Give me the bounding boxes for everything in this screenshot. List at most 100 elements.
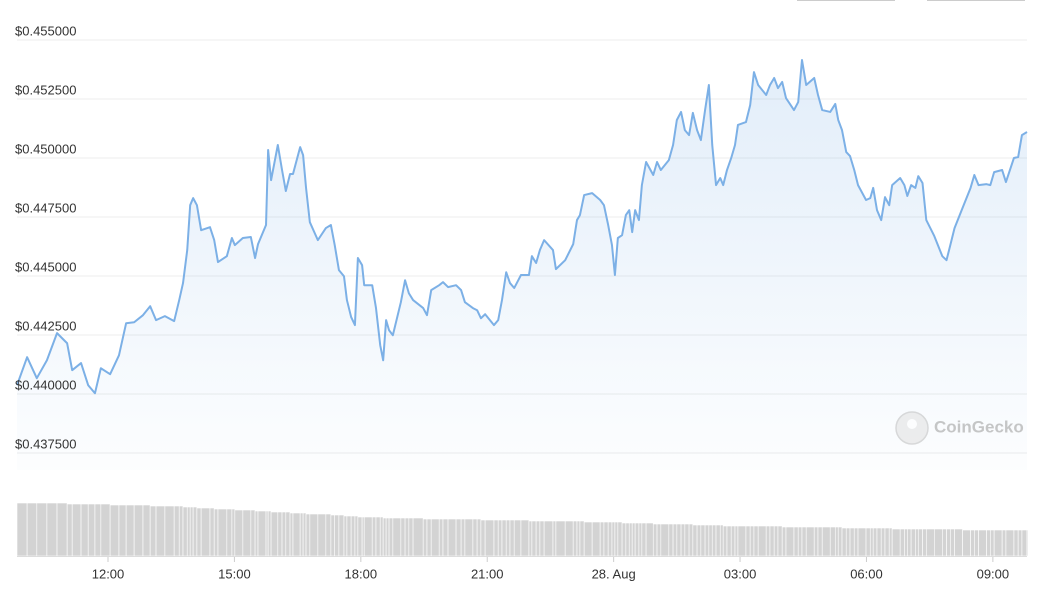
volume-bar xyxy=(1005,529,1015,557)
volume-bar xyxy=(1001,529,1007,557)
volume-bar xyxy=(884,527,890,557)
volume-bar xyxy=(412,517,424,557)
volume-bar xyxy=(917,528,923,557)
volume-bar xyxy=(907,528,912,557)
volume-bar xyxy=(978,529,987,557)
volume-bar xyxy=(660,523,670,557)
volume-bar xyxy=(668,523,674,557)
volume-bar xyxy=(853,527,859,557)
volume-bar xyxy=(213,508,219,557)
volume-bar xyxy=(265,510,269,557)
volume-bar xyxy=(753,525,759,557)
volume-bar xyxy=(773,525,779,557)
volume-bar xyxy=(934,528,943,557)
volume-bar xyxy=(696,524,702,557)
volume-bar xyxy=(834,526,839,557)
volume-bar xyxy=(915,528,919,557)
volume-bar xyxy=(254,510,259,557)
volume-bar xyxy=(234,509,244,557)
volume-bar xyxy=(1013,529,1019,557)
volume-bar xyxy=(408,517,414,557)
volume-bar xyxy=(484,519,495,557)
volume-bar xyxy=(876,527,882,557)
volume-bar xyxy=(302,512,307,557)
volume-bar xyxy=(625,522,630,557)
volume-bar xyxy=(552,520,557,557)
volume-bar xyxy=(841,527,847,557)
volume-bar xyxy=(539,520,545,557)
volume-bar xyxy=(722,525,728,557)
volume-bar xyxy=(493,519,499,557)
volume-bar xyxy=(464,518,474,557)
volume-bar xyxy=(891,528,901,557)
volume-bar xyxy=(869,527,874,557)
volume-bar xyxy=(942,528,947,557)
volume-bar xyxy=(149,505,157,557)
volume-bar xyxy=(250,509,256,557)
volume-bar xyxy=(817,526,823,557)
volume-bar xyxy=(379,516,384,557)
volume-bar xyxy=(645,522,654,557)
watermark: CoinGecko xyxy=(895,411,1024,445)
volume-bar xyxy=(455,518,462,557)
volume-bar xyxy=(757,525,767,557)
volume-bar xyxy=(614,521,619,557)
volume-bar xyxy=(621,522,627,557)
volume-bar xyxy=(634,522,640,557)
volume-bar xyxy=(607,521,613,557)
volume-bar xyxy=(231,508,236,557)
volume-bar xyxy=(904,528,908,557)
volume-bar xyxy=(118,504,127,557)
y-tick-label: $0.437500 xyxy=(15,436,76,451)
volume-bar xyxy=(777,525,783,557)
volume-bar xyxy=(270,511,279,557)
volume-bar xyxy=(476,518,482,557)
volume-bar xyxy=(865,527,871,557)
volume-bar xyxy=(277,511,283,557)
watermark-logo-eye xyxy=(907,419,917,429)
price-line xyxy=(16,59,1028,395)
volume-bar xyxy=(704,524,710,557)
volume-bar xyxy=(579,520,585,557)
volume-bar xyxy=(708,524,713,557)
volume-bar xyxy=(305,513,311,557)
axis-labels: $0.437500 $0.440000 $0.442500 $0.445000 $0.4… xyxy=(15,23,1009,581)
volume-bar xyxy=(672,523,678,557)
volume-bar xyxy=(497,519,503,557)
volume-bar xyxy=(990,529,995,557)
volume-bar xyxy=(719,524,724,557)
volume-bar xyxy=(226,508,233,557)
volume-bar xyxy=(200,507,211,557)
x-tick-label: 15:00 xyxy=(218,566,251,581)
volume-bar xyxy=(692,524,698,557)
volume-bar xyxy=(652,523,658,557)
volume-bar xyxy=(16,502,28,557)
volume-bar xyxy=(309,513,319,557)
volume-bar xyxy=(857,527,867,557)
volume-bar xyxy=(289,512,294,557)
volume-bar xyxy=(970,529,975,557)
volume-bar xyxy=(334,514,340,557)
x-tick-label: 03:00 xyxy=(724,566,757,581)
volume-bar xyxy=(946,528,951,557)
volume-bar xyxy=(993,529,1003,557)
volume-bar xyxy=(805,526,815,557)
volume-bar xyxy=(638,522,643,557)
volume-bar xyxy=(125,504,135,557)
y-tick-label: $0.450000 xyxy=(15,141,76,156)
volume-bar xyxy=(317,513,327,557)
y-tick-label: $0.447500 xyxy=(15,200,76,215)
volume-bar xyxy=(354,515,359,557)
volume-bar xyxy=(813,526,819,557)
volume-bar xyxy=(785,526,795,557)
y-tick-label: $0.452500 xyxy=(15,82,76,97)
volume-bar xyxy=(292,512,301,557)
volume-bar xyxy=(267,510,272,557)
volume-bar xyxy=(385,517,390,557)
volume-bar xyxy=(745,525,751,557)
volume-bar xyxy=(133,504,144,557)
volume-bar xyxy=(400,517,406,557)
volume-bar xyxy=(36,502,48,557)
x-tick-label: 06:00 xyxy=(850,566,883,581)
